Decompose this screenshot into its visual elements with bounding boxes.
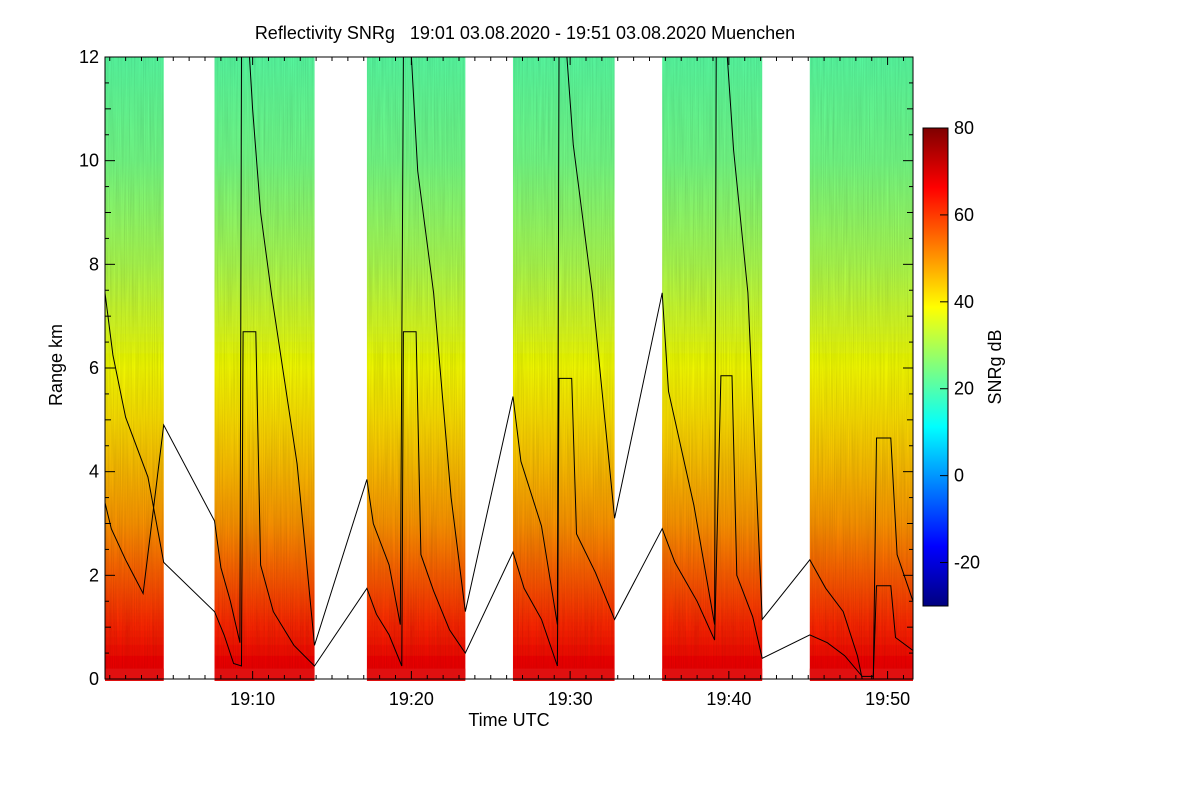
overlay-lines [104,56,914,680]
y-tick-label: 0 [89,669,99,689]
x-tick-label: 19:20 [389,689,434,709]
plot-area [105,57,913,681]
x-tick-label: 19:50 [865,689,910,709]
overlay-line-2 [104,56,914,680]
colorbar-tick-label: 20 [954,379,974,399]
colorbar-label: SNRg dB [985,329,1005,404]
y-tick-label: 10 [79,151,99,171]
colorbar: -20 0 20 40 60 80 [922,118,980,607]
y-tick-label: 8 [89,254,99,274]
x-tick-label: 19:40 [706,689,751,709]
heatmap-block-4 [512,57,615,679]
y-axis-label: Range km [46,324,66,406]
chart-title: Reflectivity SNRg 19:01 03.08.2020 - 19:… [255,23,795,43]
heatmap-block-ground-band-3 [366,668,466,681]
colorbar-gradient [922,127,949,607]
x-axis: 19:10 19:20 19:30 19:40 19:50 [109,57,910,709]
y-tick-label: 4 [89,462,99,482]
heatmap-block-ground-band-2 [214,668,315,681]
heatmap-block-ground-band-1 [105,668,164,681]
y-tick-label: 12 [79,47,99,67]
colorbar-tick-label: 60 [954,205,974,225]
heatmap-block-2 [214,57,315,679]
y-axis: 0 2 4 6 8 10 12 [79,47,913,689]
colorbar-tick-label: 80 [954,118,974,138]
x-axis-label: Time UTC [468,710,549,730]
heatmap-block-6 [809,57,913,679]
y-tick-label: 6 [89,358,99,378]
overlay-line-1 [104,292,914,677]
x-tick-label: 19:10 [230,689,275,709]
colorbar-tick-label: -20 [954,553,980,573]
heatmap-block-5 [662,57,763,679]
colorbar-tick-label: 0 [954,466,964,486]
colorbar-tick-label: 40 [954,292,974,312]
heatmap-block-ground-band-5 [662,668,763,681]
y-tick-label: 2 [89,565,99,585]
x-tick-label: 19:30 [548,689,593,709]
heatmap-block-3 [366,57,466,679]
